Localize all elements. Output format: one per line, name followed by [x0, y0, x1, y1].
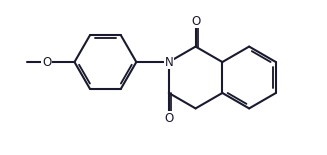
Text: O: O: [191, 15, 200, 28]
Text: O: O: [42, 55, 51, 69]
Text: N: N: [164, 55, 173, 69]
Text: O: O: [164, 112, 173, 125]
